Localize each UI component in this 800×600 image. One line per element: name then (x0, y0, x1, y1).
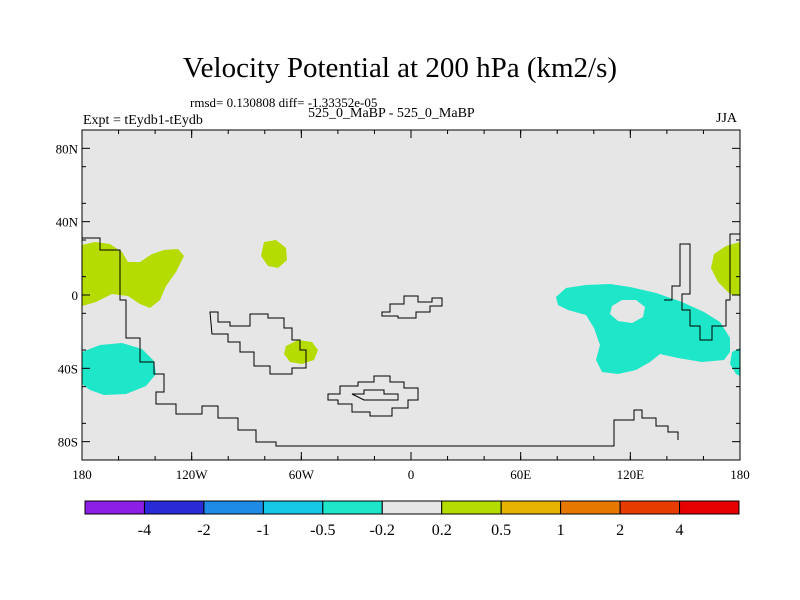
lat-tick-label: 80N (56, 141, 79, 156)
colorbar-swatch (381, 500, 443, 515)
shade-patch-south-pacific (82, 343, 156, 395)
shade-patch-mexico (261, 240, 287, 268)
experiment-label: Expt = tEydb1-tEydb (83, 113, 203, 128)
season-label: JJA (716, 111, 738, 126)
lon-tick-label: 120E (617, 467, 645, 482)
colorbar-label: 0.2 (432, 522, 452, 539)
colorbar-swatch (560, 500, 621, 515)
colorbar-swatch (262, 500, 324, 515)
shade-patch-indian-ocean (556, 284, 730, 374)
lon-tick-label: 60E (510, 467, 531, 482)
coastline-asia-pacific (664, 233, 740, 341)
colorbar-label: -4 (138, 522, 151, 539)
colorbar-swatch (203, 500, 264, 515)
lat-tick-label: 40N (56, 215, 79, 230)
colorbar: -4 -2 -1 -0.5 -0.2 0.2 0.5 1 2 4 (84, 500, 740, 539)
coastline-south-america (209, 311, 307, 375)
colorbar-swatch (84, 500, 145, 515)
coastline-antarctic-ring (327, 375, 419, 417)
colorbar-label: 4 (676, 522, 684, 539)
lat-tick-label: 80S (58, 435, 78, 450)
lon-tick-label: 0 (408, 467, 415, 482)
coastline-outlines (82, 233, 740, 447)
plot-title: Velocity Potential at 200 hPa (km2/s) (182, 52, 618, 84)
lon-tick-label: 180 (730, 467, 750, 482)
colorbar-label: 2 (616, 522, 624, 539)
colorbar-swatch (322, 500, 383, 515)
lat-tick-label: 40S (58, 361, 78, 376)
shade-patch-south-pacific-east (730, 348, 740, 376)
colorbar-label: 0.5 (491, 522, 511, 539)
case-label: 525_0_MaBP - 525_0_MaBP (308, 106, 475, 121)
lon-tick-label: 60W (289, 467, 315, 482)
shade-patch-south-america (284, 340, 318, 364)
lon-tick-label: 120W (176, 467, 209, 482)
contour-shading (82, 240, 740, 395)
colorbar-label: -2 (197, 522, 210, 539)
shade-patch-west-pacific (82, 242, 184, 308)
coastline-africa (381, 295, 443, 319)
colorbar-swatch (500, 500, 562, 515)
colorbar-label: 1 (557, 522, 565, 539)
lat-tick-label: 0 (72, 288, 79, 303)
coastline-australia-americas (82, 237, 679, 447)
axis-ticks: 80N 40N 0 40S 80S 180 120W 60W 0 60E 120E 180 (56, 129, 750, 482)
colorbar-label: -1 (257, 522, 270, 539)
stats-label: rmsd= 0.130808 diff= -1.33352e-05 (190, 95, 378, 110)
colorbar-label: -0.5 (310, 522, 335, 539)
map-plot-area (81, 129, 741, 461)
colorbar-swatch (143, 500, 205, 515)
colorbar-label: -0.2 (370, 522, 395, 539)
lon-tick-label: 180 (72, 467, 92, 482)
colorbar-swatch (619, 500, 681, 515)
colorbar-swatch (679, 500, 740, 515)
shade-patch-east-pacific (711, 242, 740, 296)
colorbar-swatch (441, 500, 502, 515)
